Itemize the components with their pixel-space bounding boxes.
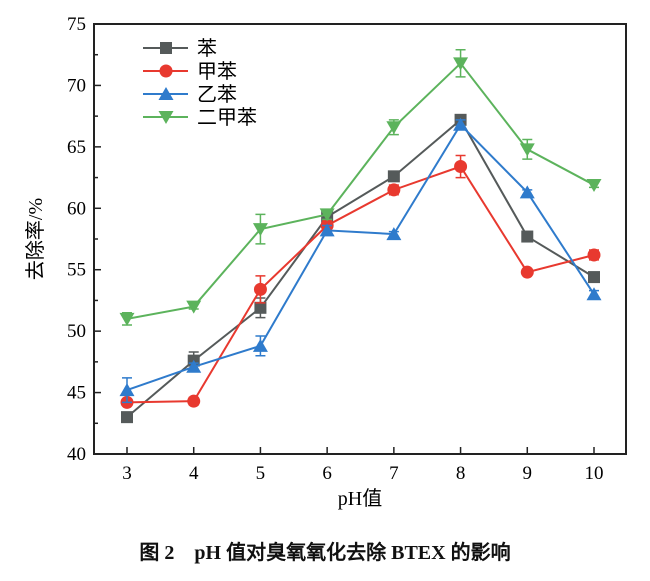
data-point <box>252 338 268 352</box>
data-point <box>319 208 335 222</box>
data-point <box>520 265 534 279</box>
series-line <box>126 118 595 418</box>
y-tick-label: 40 <box>67 444 86 465</box>
x-tick-label: 9 <box>523 463 533 484</box>
y-tick-label: 45 <box>67 383 86 404</box>
legend-marker <box>159 64 173 78</box>
x-tick-label: 4 <box>189 463 199 484</box>
data-point <box>387 183 401 197</box>
legend-marker <box>158 87 174 100</box>
y-axis-label: 去除率/% <box>24 198 47 280</box>
x-tick-label: 7 <box>389 463 399 484</box>
data-point <box>253 282 267 296</box>
data-point <box>119 383 135 397</box>
legend-marker <box>160 42 172 54</box>
legend-label: 乙苯 <box>197 83 237 106</box>
figure-number: 图 2 <box>139 542 175 564</box>
data-point <box>587 248 601 262</box>
x-tick-label: 8 <box>456 463 466 484</box>
x-axis-label: pH值 <box>338 487 382 510</box>
data-point <box>588 271 600 284</box>
data-point <box>186 359 202 373</box>
data-point <box>386 121 402 135</box>
data-point <box>252 223 268 237</box>
x-tick-label: 5 <box>256 463 266 484</box>
data-point <box>186 300 202 314</box>
plot-frame <box>93 23 627 455</box>
data-point <box>453 117 469 131</box>
data-point <box>254 301 267 314</box>
legend-label: 二甲苯 <box>197 106 257 129</box>
legend-item: 乙苯 <box>143 83 237 106</box>
figure-caption: 图 2 pH 值对臭氧氧化去除 BTEX 的影响 <box>0 536 650 565</box>
legend-label: 甲苯 <box>197 60 237 83</box>
data-point <box>519 143 535 157</box>
data-point <box>586 178 602 192</box>
data-point <box>387 170 400 183</box>
data-point <box>453 57 469 71</box>
x-tick-label: 10 <box>585 463 604 484</box>
data-point <box>121 411 133 424</box>
y-tick-label: 70 <box>67 75 86 96</box>
x-tick-label: 6 <box>322 463 332 484</box>
series-line <box>126 165 595 404</box>
series-line <box>126 123 595 392</box>
legend-item: 二甲苯 <box>143 106 257 129</box>
legend-marker <box>158 111 174 124</box>
y-tick-label: 65 <box>67 137 86 158</box>
data-point <box>586 287 602 301</box>
y-tick-label: 55 <box>67 260 86 281</box>
data-point <box>187 394 201 408</box>
data-point <box>454 160 468 174</box>
legend-item: 苯 <box>143 37 217 60</box>
data-point <box>519 185 535 199</box>
data-point <box>119 312 135 326</box>
series-2 <box>119 117 602 404</box>
legend-label: 苯 <box>197 37 217 60</box>
data-point <box>386 227 402 241</box>
series-line <box>126 61 595 320</box>
y-tick-label: 50 <box>67 321 86 342</box>
y-tick-label: 75 <box>67 14 86 35</box>
figure-title: pH 值对臭氧氧化去除 BTEX 的影响 <box>194 542 511 564</box>
data-point <box>521 230 534 243</box>
series-1 <box>120 154 601 409</box>
data-point <box>319 223 335 237</box>
y-tick-label: 60 <box>67 198 86 219</box>
x-tick-label: 3 <box>122 463 132 484</box>
legend-item: 甲苯 <box>143 60 237 83</box>
series-3 <box>119 49 602 326</box>
